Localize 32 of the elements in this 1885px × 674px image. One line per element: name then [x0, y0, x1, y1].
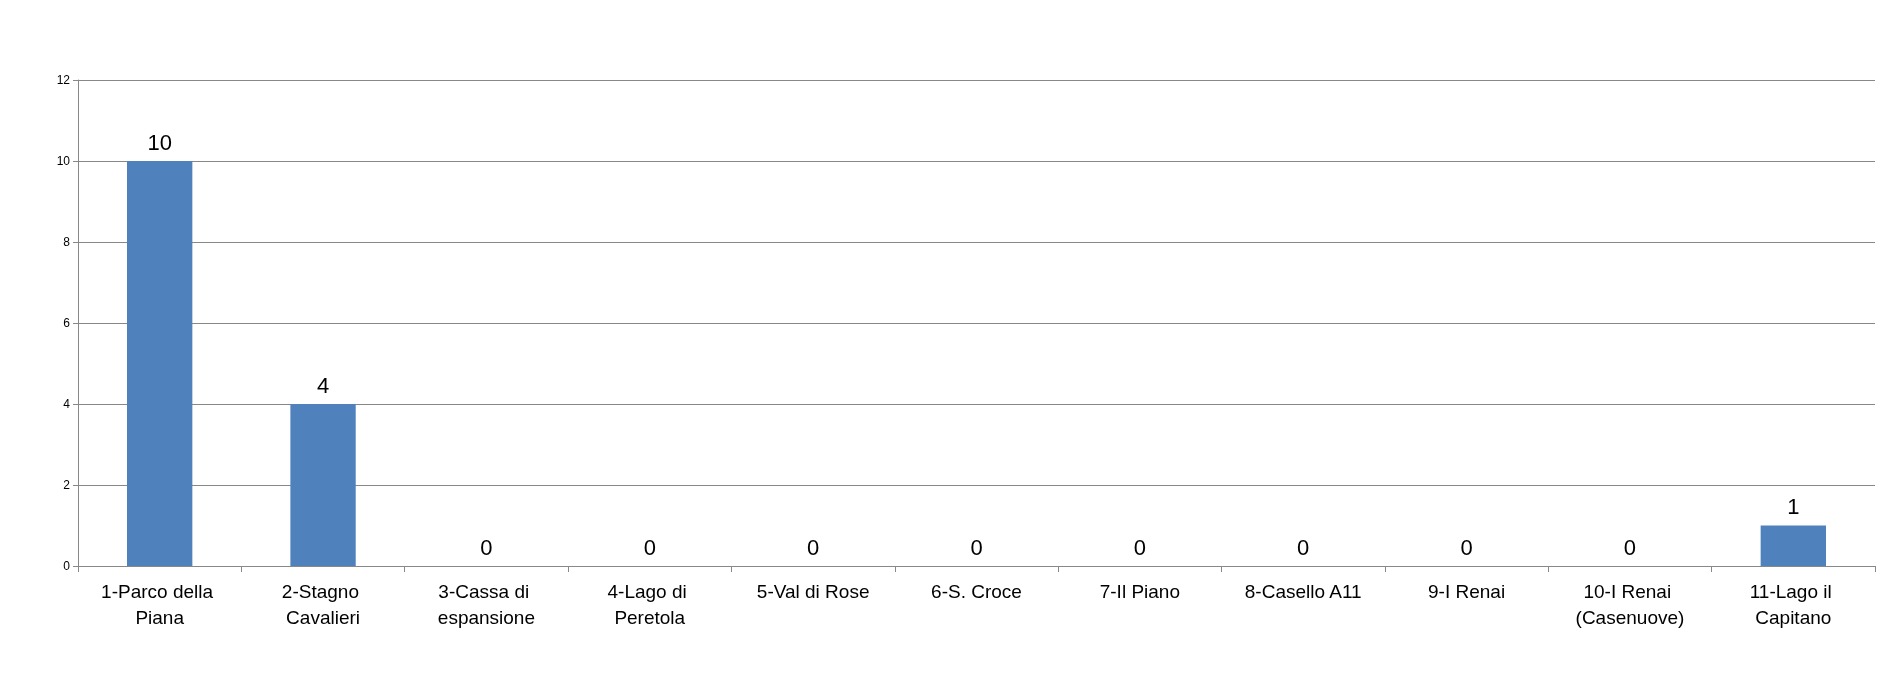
- data-label: 0: [807, 534, 820, 560]
- bar: [1760, 525, 1826, 566]
- x-tick-label: 5-Val di Rose: [756, 580, 870, 602]
- x-tick-label: 4-Lago di Peretola: [607, 580, 693, 628]
- y-tick-label: 6: [63, 316, 71, 330]
- y-tick-label: 12: [56, 73, 71, 87]
- bar: [290, 404, 356, 566]
- x-tick-label: 10-I Renai (Casenuove): [1575, 580, 1685, 628]
- x-tick-label: 8-Casello A11: [1244, 580, 1362, 602]
- data-label: 0: [1460, 534, 1473, 560]
- data-label: 0: [1297, 534, 1310, 560]
- data-label: 1: [1787, 494, 1800, 519]
- data-label: 0: [970, 534, 983, 560]
- x-tick-label: 6-S. Croce: [931, 580, 1022, 602]
- x-tick-label: 11-Lago il Capitano: [1749, 580, 1837, 628]
- data-label: 4: [316, 372, 330, 398]
- data-label: 10: [147, 129, 172, 155]
- x-tick-label: 7-Il Piano: [1099, 580, 1180, 602]
- data-label: 0: [1133, 534, 1146, 560]
- y-tick-label: 10: [56, 154, 71, 168]
- y-tick-label: 4: [63, 397, 71, 411]
- y-tick-label: 8: [63, 235, 71, 249]
- data-label: 0: [480, 534, 493, 560]
- x-tick-label: 3-Cassa di espansione: [437, 580, 536, 628]
- x-tick-label: 1-Parco della Piana: [101, 580, 219, 628]
- x-tick-label: 9-I Renai: [1428, 580, 1506, 602]
- y-tick-label: 0: [63, 559, 71, 573]
- bar: [127, 161, 193, 566]
- data-label: 0: [1623, 534, 1637, 560]
- data-label: 0: [643, 534, 656, 560]
- x-tick-label: 2-Stagno Cavalieri: [281, 580, 365, 628]
- y-tick-label: 2: [63, 478, 71, 492]
